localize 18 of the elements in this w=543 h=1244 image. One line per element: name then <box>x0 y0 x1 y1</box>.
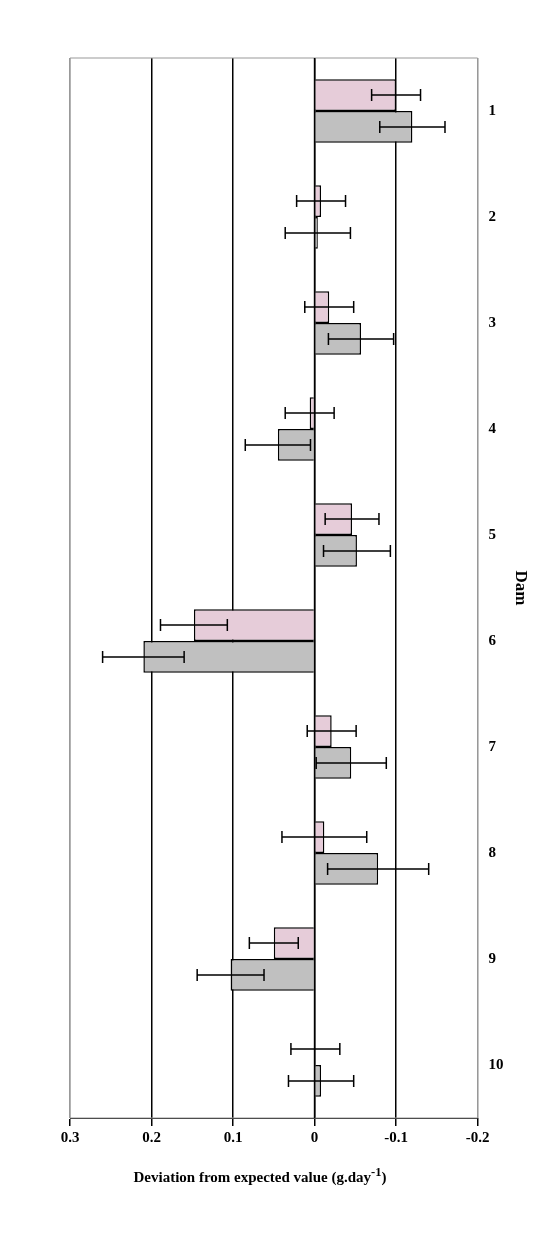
x-tick-label: 0.1 <box>223 1128 243 1145</box>
x-tick-label: 0.3 <box>60 1128 80 1145</box>
y-tick-label: 2 <box>488 207 497 224</box>
y-tick-label: 4 <box>488 419 497 436</box>
x-tick-label: 0.2 <box>142 1128 161 1145</box>
y-tick-label: 5 <box>488 525 497 542</box>
y-tick-label: 1 <box>488 101 497 118</box>
y-tick-label: 3 <box>488 313 497 330</box>
x-axis-title: Deviation from expected value (g.day$^{-1}$) <box>132 1165 388 1186</box>
y-axis-title: Dam <box>512 570 532 606</box>
x-tick-label: 0 <box>310 1128 319 1145</box>
x-tick-label: -0.1 <box>384 1128 408 1145</box>
y-tick-label: 10 <box>488 1055 504 1072</box>
x-tick-label: -0.2 <box>465 1128 490 1145</box>
y-tick-label: 7 <box>488 737 497 754</box>
y-tick-label: 6 <box>488 631 497 648</box>
y-tick-label: 9 <box>488 949 497 966</box>
y-tick-label: 8 <box>488 843 497 860</box>
